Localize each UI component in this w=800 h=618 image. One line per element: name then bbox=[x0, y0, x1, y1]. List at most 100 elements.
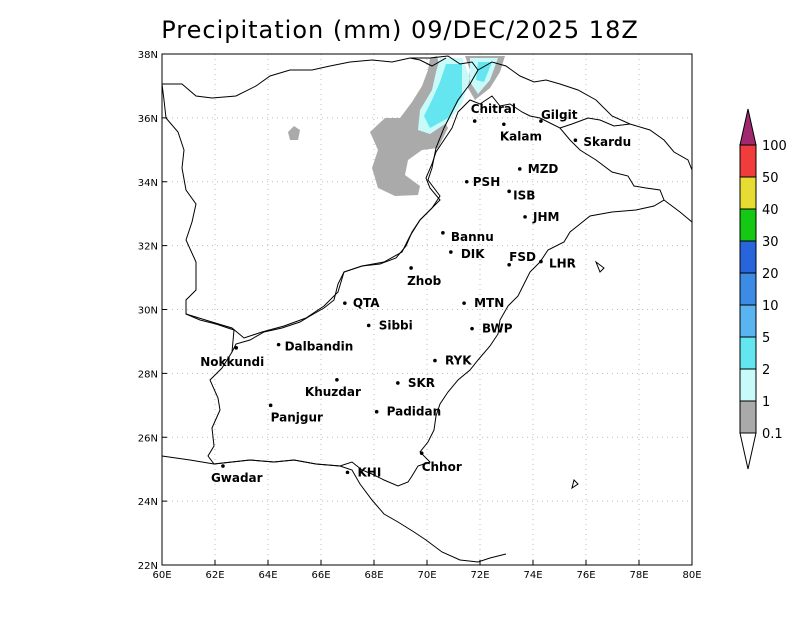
china-border bbox=[477, 61, 631, 125]
precipitation-areas bbox=[288, 56, 505, 196]
city-dot bbox=[335, 377, 339, 382]
colorbar-label: 100 bbox=[762, 139, 787, 154]
colorbar-swatch bbox=[739, 144, 757, 178]
colorbar-swatch bbox=[739, 304, 757, 338]
x-tick-label: 74E bbox=[523, 570, 542, 581]
city-label: MZD bbox=[528, 162, 559, 176]
city-dot bbox=[234, 346, 238, 350]
pakistan-border bbox=[207, 95, 665, 487]
city-label: JHM bbox=[532, 210, 559, 224]
lake bbox=[594, 260, 605, 273]
city-dot bbox=[472, 119, 477, 123]
afghanistan-border bbox=[161, 55, 479, 339]
city-dot bbox=[539, 119, 543, 123]
y-tick-label: 26N bbox=[138, 433, 158, 444]
colorbar-swatch bbox=[739, 400, 757, 434]
x-tick-label: 64E bbox=[258, 570, 277, 581]
city-label: Sibbi bbox=[379, 318, 413, 332]
x-tick-label: 68E bbox=[364, 570, 383, 581]
india-east-border bbox=[663, 199, 693, 223]
island bbox=[571, 479, 579, 490]
colorbar-swatch bbox=[739, 176, 757, 210]
city-label: LHR bbox=[549, 257, 576, 271]
city-dot bbox=[573, 138, 578, 143]
y-tick-label: 38N bbox=[138, 50, 158, 61]
city-label: Nokkundi bbox=[200, 355, 264, 369]
city-dot bbox=[276, 342, 281, 347]
y-tick-label: 30N bbox=[138, 306, 158, 317]
colorbar-label: 50 bbox=[762, 171, 779, 186]
x-tick-label: 80E bbox=[682, 570, 701, 581]
x-tick-label: 70E bbox=[417, 570, 436, 581]
colorbar-label: 2 bbox=[762, 363, 770, 378]
city-dot bbox=[221, 464, 225, 468]
city-label: Chhor bbox=[422, 460, 462, 474]
city-dot bbox=[366, 323, 371, 328]
city-dot bbox=[502, 122, 506, 127]
map-title: Precipitation (mm) 09/DEC/2025 18Z bbox=[161, 16, 639, 44]
city-dot bbox=[419, 451, 424, 456]
city-label: RYK bbox=[445, 354, 472, 368]
y-tick-label: 32N bbox=[138, 242, 158, 253]
colorbar-label: 5 bbox=[762, 331, 770, 346]
colorbar-label: 10 bbox=[762, 299, 779, 314]
y-tick-label: 22N bbox=[138, 561, 158, 572]
colorbar-top-arrow bbox=[739, 108, 757, 146]
city-label: PSH bbox=[473, 175, 500, 189]
city-label: Skardu bbox=[583, 135, 631, 149]
country-borders bbox=[161, 55, 693, 563]
city-label: SKR bbox=[408, 376, 435, 390]
y-tick-label: 36N bbox=[138, 114, 158, 125]
coastline bbox=[161, 455, 507, 563]
city-label: Bannu bbox=[451, 230, 494, 244]
city-dot bbox=[374, 409, 379, 414]
colorbar-swatch bbox=[739, 240, 757, 274]
city-label: KHI bbox=[358, 465, 382, 479]
city-dot bbox=[343, 301, 347, 305]
x-tick-label: 62E bbox=[205, 570, 224, 581]
city-label: ISB bbox=[513, 188, 535, 202]
city-label: MTN bbox=[474, 296, 504, 310]
colorbar-label: 1 bbox=[762, 395, 770, 410]
city-dot bbox=[462, 301, 466, 305]
city-dot bbox=[396, 381, 400, 385]
city-dot bbox=[449, 250, 453, 254]
precip-area-2-5mm-north bbox=[476, 62, 492, 82]
y-tick-label: 34N bbox=[138, 178, 158, 189]
precip-spot bbox=[288, 126, 300, 140]
x-tick-label: 60E bbox=[152, 570, 171, 581]
precip-area-2-5mm bbox=[424, 64, 462, 128]
city-label: Kalam bbox=[500, 129, 542, 143]
y-tick-label: 28N bbox=[138, 369, 158, 380]
x-tick-label: 76E bbox=[576, 570, 595, 581]
city-label: BWP bbox=[482, 322, 513, 336]
colorbar-label: 30 bbox=[762, 235, 779, 250]
city-dot bbox=[470, 326, 474, 331]
city-label: Dalbandin bbox=[285, 340, 354, 354]
city-markers: Chitral Kalam Gilgit Skardu MZD PSH ISB JHM Bann… bbox=[200, 102, 631, 485]
x-tick-label: 72E bbox=[470, 570, 489, 581]
colorbar-label: 40 bbox=[762, 203, 779, 218]
city-label: Gilgit bbox=[541, 108, 578, 122]
axis-ticks: 60E 62E 64E 66E 68E 70E 72E 74E 76E 78E 80E 22N 24N 2… bbox=[138, 50, 702, 581]
city-label: Gwadar bbox=[211, 471, 263, 485]
colorbar-legend: 0.1 1 2 5 10 20 30 40 50 100 bbox=[739, 108, 787, 470]
colorbar-swatch bbox=[739, 208, 757, 242]
city-label: QTA bbox=[353, 296, 380, 310]
iran-border bbox=[185, 313, 235, 353]
city-dot bbox=[464, 179, 469, 184]
city-dot bbox=[523, 215, 527, 219]
city-dot bbox=[433, 358, 437, 363]
x-tick-label: 66E bbox=[311, 570, 330, 581]
colorbar-swatch bbox=[739, 336, 757, 370]
city-label: DIK bbox=[461, 247, 485, 261]
colorbar-swatch bbox=[739, 368, 757, 402]
city-dot bbox=[441, 231, 445, 235]
city-dot bbox=[268, 403, 273, 408]
colorbar-bottom-arrow bbox=[739, 432, 757, 470]
city-dot bbox=[409, 266, 413, 270]
city-dot bbox=[345, 470, 350, 475]
city-label: Panjgur bbox=[271, 410, 323, 424]
city-label: FSD bbox=[509, 250, 536, 264]
city-dot bbox=[539, 259, 543, 264]
